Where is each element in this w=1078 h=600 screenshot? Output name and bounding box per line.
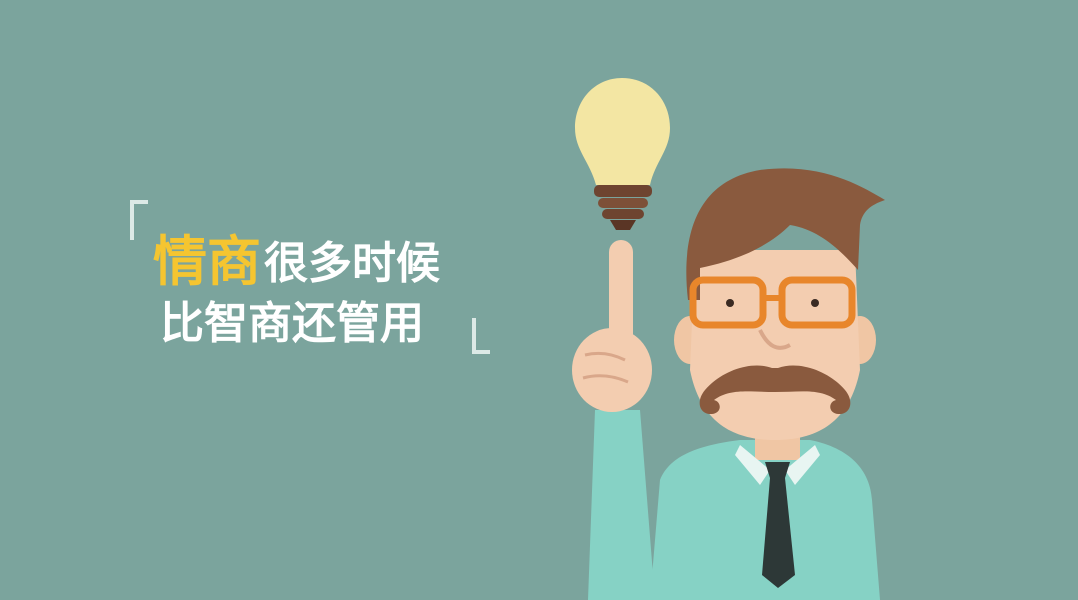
headline-line2: 比智商还管用 <box>160 298 424 349</box>
light-bulb <box>575 78 670 230</box>
bracket-open <box>130 200 148 240</box>
headline-line1: 很多时候 <box>264 238 440 289</box>
headline-highlight: 情商 <box>153 230 261 293</box>
bracket-close <box>472 318 490 354</box>
character <box>572 168 885 600</box>
